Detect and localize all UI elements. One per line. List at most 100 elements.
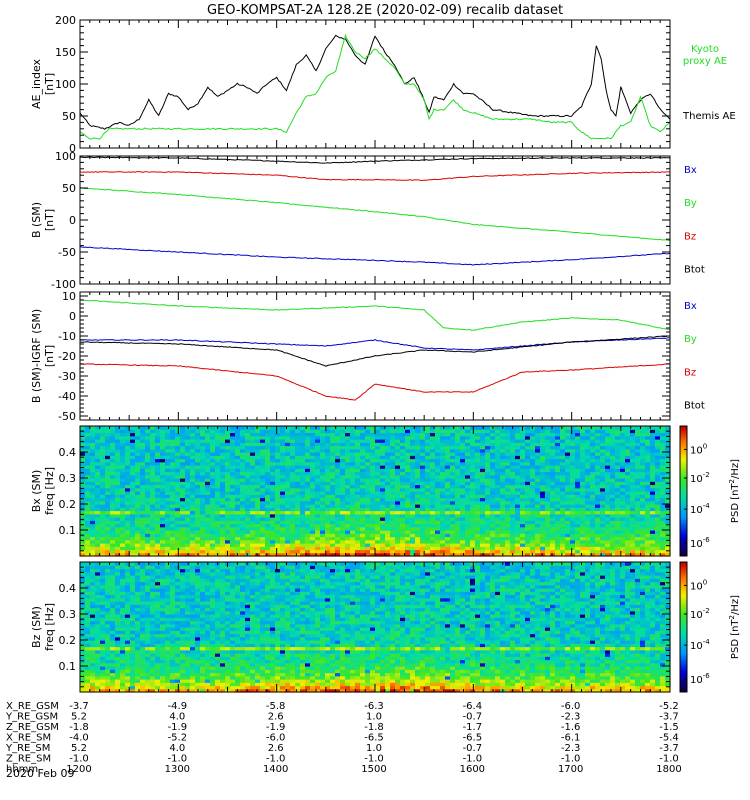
ephemeris-value: 1400 [263, 764, 288, 775]
ephemeris-value: -1.0 [463, 754, 483, 765]
panel-5: 100 10-2 10-4 10-6 PSD [nT2/Hz] 0.1 0.2 0.3 0.4B… [30, 561, 741, 693]
y-tick-label: -50 [58, 410, 76, 423]
legend-btot: Btot [684, 401, 705, 412]
ephemeris-value: 4.0 [169, 712, 185, 723]
svg-text:[nT]: [nT] [43, 73, 56, 95]
y-tick-label: 10 [62, 290, 76, 303]
ephemeris-value: -1.0 [168, 754, 188, 765]
colorbar-label: PSD [nT2/Hz] [728, 459, 741, 523]
ephemeris-value: -2.3 [561, 743, 581, 754]
ephemeris-value: 2.6 [268, 743, 284, 754]
ephemeris-row-label: Z_RE_GSM [6, 722, 59, 733]
ephemeris-value: -5.4 [659, 733, 679, 744]
ephemeris-value: -1.0 [561, 754, 581, 765]
ephemeris-value: 4.0 [169, 743, 185, 754]
svg-text:AE_index: AE_index [30, 58, 43, 109]
ephemeris-value: 1800 [656, 764, 681, 775]
ephemeris-value: -5.2 [168, 733, 188, 744]
ephemeris-value: -1.5 [659, 722, 679, 733]
ephemeris-row-label: Z_RE_SM [6, 754, 51, 765]
x-axis-ticks [79, 562, 671, 692]
y-tick-label: 0.4 [59, 446, 77, 459]
colorbar-tick-label: 10-2 [690, 607, 710, 621]
y-axis: 0 50 100 150 200 [55, 14, 670, 155]
colorbar-tick-label: 100 [690, 442, 707, 456]
y-tick-label: 0.3 [59, 608, 77, 621]
legend-bx: Bx [684, 165, 697, 176]
panel-4: 100 10-2 10-4 10-6 PSD [nT2/Hz] 0.1 0.2 0.3 0.4B… [30, 425, 741, 557]
y-tick-label: 50 [62, 110, 76, 123]
y-axis: 0.1 0.2 0.3 0.4 [59, 566, 670, 693]
x-axis-ticks [79, 20, 671, 148]
ephemeris-value: 1700 [558, 764, 583, 775]
legend: Bx By Bz Btot [684, 301, 705, 412]
y-tick-label: -40 [58, 390, 76, 403]
ephemeris-value: -1.8 [69, 722, 89, 733]
spectrogram [80, 562, 671, 693]
legend: Bx By Bz Btot [684, 165, 705, 276]
ephemeris-value: 1.0 [366, 712, 382, 723]
ephemeris-value: 1.0 [366, 743, 382, 754]
y-axis: -50 -40 -30 -20 -10 0 10 [58, 290, 670, 423]
svg-text:[nT]: [nT] [43, 345, 56, 367]
y-tick-label: 0.3 [59, 472, 77, 485]
colorbar-tick-label: 10-4 [690, 638, 710, 652]
legend-bz: Bz [684, 231, 696, 242]
ephemeris-value: -5.8 [266, 701, 286, 712]
y-tick-label: 100 [55, 78, 76, 91]
legend-btot: Btot [684, 265, 705, 276]
y-tick-label: -50 [58, 246, 76, 259]
ephemeris-value: -1.6 [561, 722, 581, 733]
y-axis-label: Bx (SM) freq [Hz] [30, 467, 56, 515]
ephemeris-value: 1500 [361, 764, 386, 775]
colorbar-label: PSD [nT2/Hz] [728, 595, 741, 659]
y-tick-label: 0 [69, 214, 76, 227]
ephemeris-value: -6.5 [364, 733, 384, 744]
legend-bz: Bz [684, 367, 696, 378]
ephemeris-value: -4.0 [69, 733, 89, 744]
legend-kyoto-line1: Kyoto [691, 44, 719, 55]
ephemeris-value: -1.9 [266, 722, 286, 733]
legend-by: By [684, 334, 697, 345]
ephemeris-row-label: hhmm [6, 764, 38, 775]
ephemeris-value: 5.2 [71, 743, 87, 754]
ephemeris-value: -6.3 [364, 701, 384, 712]
ephemeris-value: -1.7 [463, 722, 483, 733]
y-axis-label: B (SM) [nT] [30, 202, 56, 238]
series-line-kyoto-proxy-ae [79, 33, 671, 140]
y-tick-label: 0.4 [59, 582, 77, 595]
ephemeris-row-label: Y_RE_SM [5, 743, 50, 754]
y-tick-label: -10 [58, 330, 76, 343]
ephemeris-value: -1.0 [364, 754, 384, 765]
ephemeris-value: -1.0 [69, 754, 89, 765]
y-tick-label: -20 [58, 350, 76, 363]
y-tick-label: 0.2 [59, 634, 77, 647]
y-tick-label: 0.1 [59, 524, 77, 537]
y-tick-label: -30 [58, 370, 76, 383]
colorbar-tick-label: 10-6 [690, 672, 710, 686]
y-axis-label: B (SM)-IGRF (SM) [nT] [30, 309, 56, 403]
y-axis-label: Bz (SM) freq [Hz] [30, 603, 56, 651]
ephemeris-value: -1.9 [168, 722, 188, 733]
series-line-bx [79, 246, 671, 266]
y-tick-label: 100 [55, 150, 76, 163]
colorbar: 100 10-2 10-4 10-6 PSD [nT2/Hz] [679, 425, 741, 557]
series-line-themis-ae [79, 34, 671, 130]
legend-themis: Themis AE [682, 111, 736, 122]
svg-text:B (SM): B (SM) [30, 202, 43, 238]
ephemeris-value: -2.3 [561, 712, 581, 723]
svg-text:[nT]: [nT] [43, 209, 56, 231]
y-tick-label: -100 [51, 278, 76, 291]
colorbar-tick-label: 100 [690, 578, 707, 592]
panel-2: Bx By Bz Btot -100 -50 0 50 100 B (SM) [nT] [30, 150, 705, 291]
panel-3: Bx By Bz Btot -50 -40 -30 -20 -10 0 10 B (SM)-IGRF … [30, 290, 705, 423]
series-line-bz [79, 171, 671, 182]
legend-by: By [684, 198, 697, 209]
y-tick-label: 0.1 [59, 660, 77, 673]
ephemeris-value: -6.0 [266, 733, 286, 744]
y-tick-label: 0 [69, 142, 76, 155]
x-axis-ticks [79, 426, 671, 556]
